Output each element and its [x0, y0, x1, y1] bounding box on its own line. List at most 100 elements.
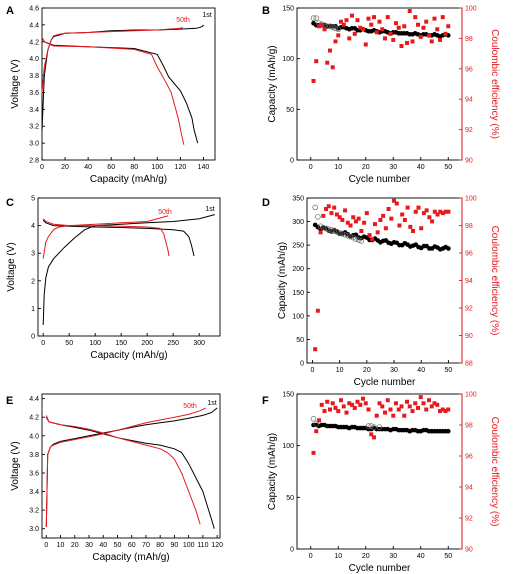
y-tick-label: 3: [31, 251, 35, 258]
ce-point: [385, 398, 390, 403]
ce-point: [330, 401, 335, 406]
x-tick-label: 100: [183, 542, 195, 549]
x-tick-label: 40: [99, 542, 107, 549]
ce-point: [377, 401, 382, 406]
ce-point: [352, 31, 357, 36]
ce-point: [311, 78, 316, 83]
y2-axis-label: Coulombic efficiency (%): [489, 226, 500, 336]
ce-point: [407, 404, 412, 409]
y-axis-label: Voltage (V): [6, 242, 17, 291]
x-tick-label: 100: [89, 340, 101, 347]
ce-point: [402, 413, 407, 418]
y2-tick-label: 100: [465, 392, 477, 399]
plot-frame: [306, 197, 463, 364]
ce-point: [405, 205, 410, 210]
curve-annotation: 50th: [176, 17, 190, 24]
ce-point: [369, 432, 374, 437]
y-tick-label: 4.2: [29, 415, 39, 422]
ce-point: [339, 19, 343, 24]
y-tick-label: 3.6: [29, 90, 39, 97]
ce-point: [391, 37, 396, 42]
y-axis-label: Capacity (mAh/g): [277, 242, 288, 319]
ce-point: [363, 401, 368, 406]
series-line-1st: [41, 37, 199, 144]
ce-point: [378, 218, 383, 222]
ce-point: [430, 219, 435, 224]
ce-point: [392, 198, 397, 203]
curve-annotation: 50th: [158, 209, 172, 216]
ce-point: [347, 36, 352, 41]
ce-point: [340, 218, 345, 222]
ce-point: [317, 24, 321, 29]
y2-tick-label: 98: [465, 223, 473, 230]
y-tick-label: 50: [286, 107, 294, 114]
x-tick-label: 50: [445, 367, 453, 374]
series-line-50th: [41, 37, 185, 145]
x-tick-label: 50: [444, 164, 452, 171]
ce-point: [336, 33, 341, 38]
ce-point: [333, 405, 338, 410]
capacity-open-point: [350, 234, 356, 241]
ce-point: [344, 18, 349, 23]
y2-tick-label: 100: [465, 196, 477, 203]
ce-point: [446, 24, 451, 29]
series-line-50th: [41, 26, 183, 93]
ce-point: [402, 24, 407, 29]
series-line-50th: [42, 215, 169, 259]
ce-point: [399, 44, 404, 48]
ce-point: [361, 27, 365, 32]
ce-point: [427, 215, 432, 220]
curve-annotation: 1st: [205, 206, 214, 213]
ce-point: [410, 409, 415, 414]
ce-point: [419, 226, 424, 231]
ce-point: [380, 27, 385, 32]
ce-point: [328, 407, 332, 412]
ce-point: [421, 211, 426, 216]
y-tick-label: 3.2: [29, 508, 39, 515]
curve-annotation: 1st: [202, 12, 211, 19]
ce-point: [416, 22, 420, 27]
plot-frame: [37, 197, 221, 337]
ce-point: [388, 31, 393, 36]
ce-point: [364, 211, 369, 216]
x-axis-label: Capacity (mAh/g): [90, 350, 167, 361]
y2-tick-label: 96: [465, 454, 473, 461]
ce-point: [435, 402, 440, 407]
x-tick-label: 40: [417, 367, 425, 374]
ce-point: [438, 409, 442, 414]
ce-point: [325, 60, 330, 65]
ce-point: [440, 407, 445, 412]
ce-point: [328, 48, 332, 53]
x-tick-label: 250: [167, 340, 179, 347]
y-tick-label: 3.0: [29, 526, 39, 533]
y-axis-label: Capacity (mAh/g): [267, 433, 278, 510]
y-tick-label: 2: [31, 278, 35, 285]
y2-tick-label: 90: [465, 158, 473, 165]
ce-point: [339, 398, 343, 403]
capacity-open-point: [317, 223, 324, 230]
panel-label: B: [262, 5, 270, 17]
ce-point: [405, 40, 409, 45]
ce-point: [446, 209, 451, 214]
ce-point: [389, 216, 394, 221]
panel-b: B 0 10 20 30 40 50 0 50 100 150 90 92 94 96 98 100 Coulom…: [262, 5, 500, 185]
ce-point: [394, 21, 398, 26]
ce-point: [369, 22, 374, 27]
ce-point: [314, 429, 319, 434]
y2-tick-label: 94: [465, 485, 473, 492]
y-tick-label: 50: [286, 495, 294, 502]
ce-point: [446, 407, 451, 412]
ce-point: [341, 22, 346, 27]
y2-tick-label: 96: [465, 251, 473, 258]
ce-point: [325, 399, 330, 404]
ce-point: [358, 402, 363, 407]
x-tick-label: 20: [362, 164, 370, 171]
capacity-open-point: [355, 237, 362, 243]
ce-point: [362, 220, 367, 225]
capacity-open-point: [358, 238, 365, 244]
ce-point: [370, 237, 375, 242]
ce-point: [400, 212, 405, 217]
ce-point: [383, 36, 387, 41]
capacity-open-point: [336, 230, 343, 236]
ce-point: [319, 402, 324, 407]
